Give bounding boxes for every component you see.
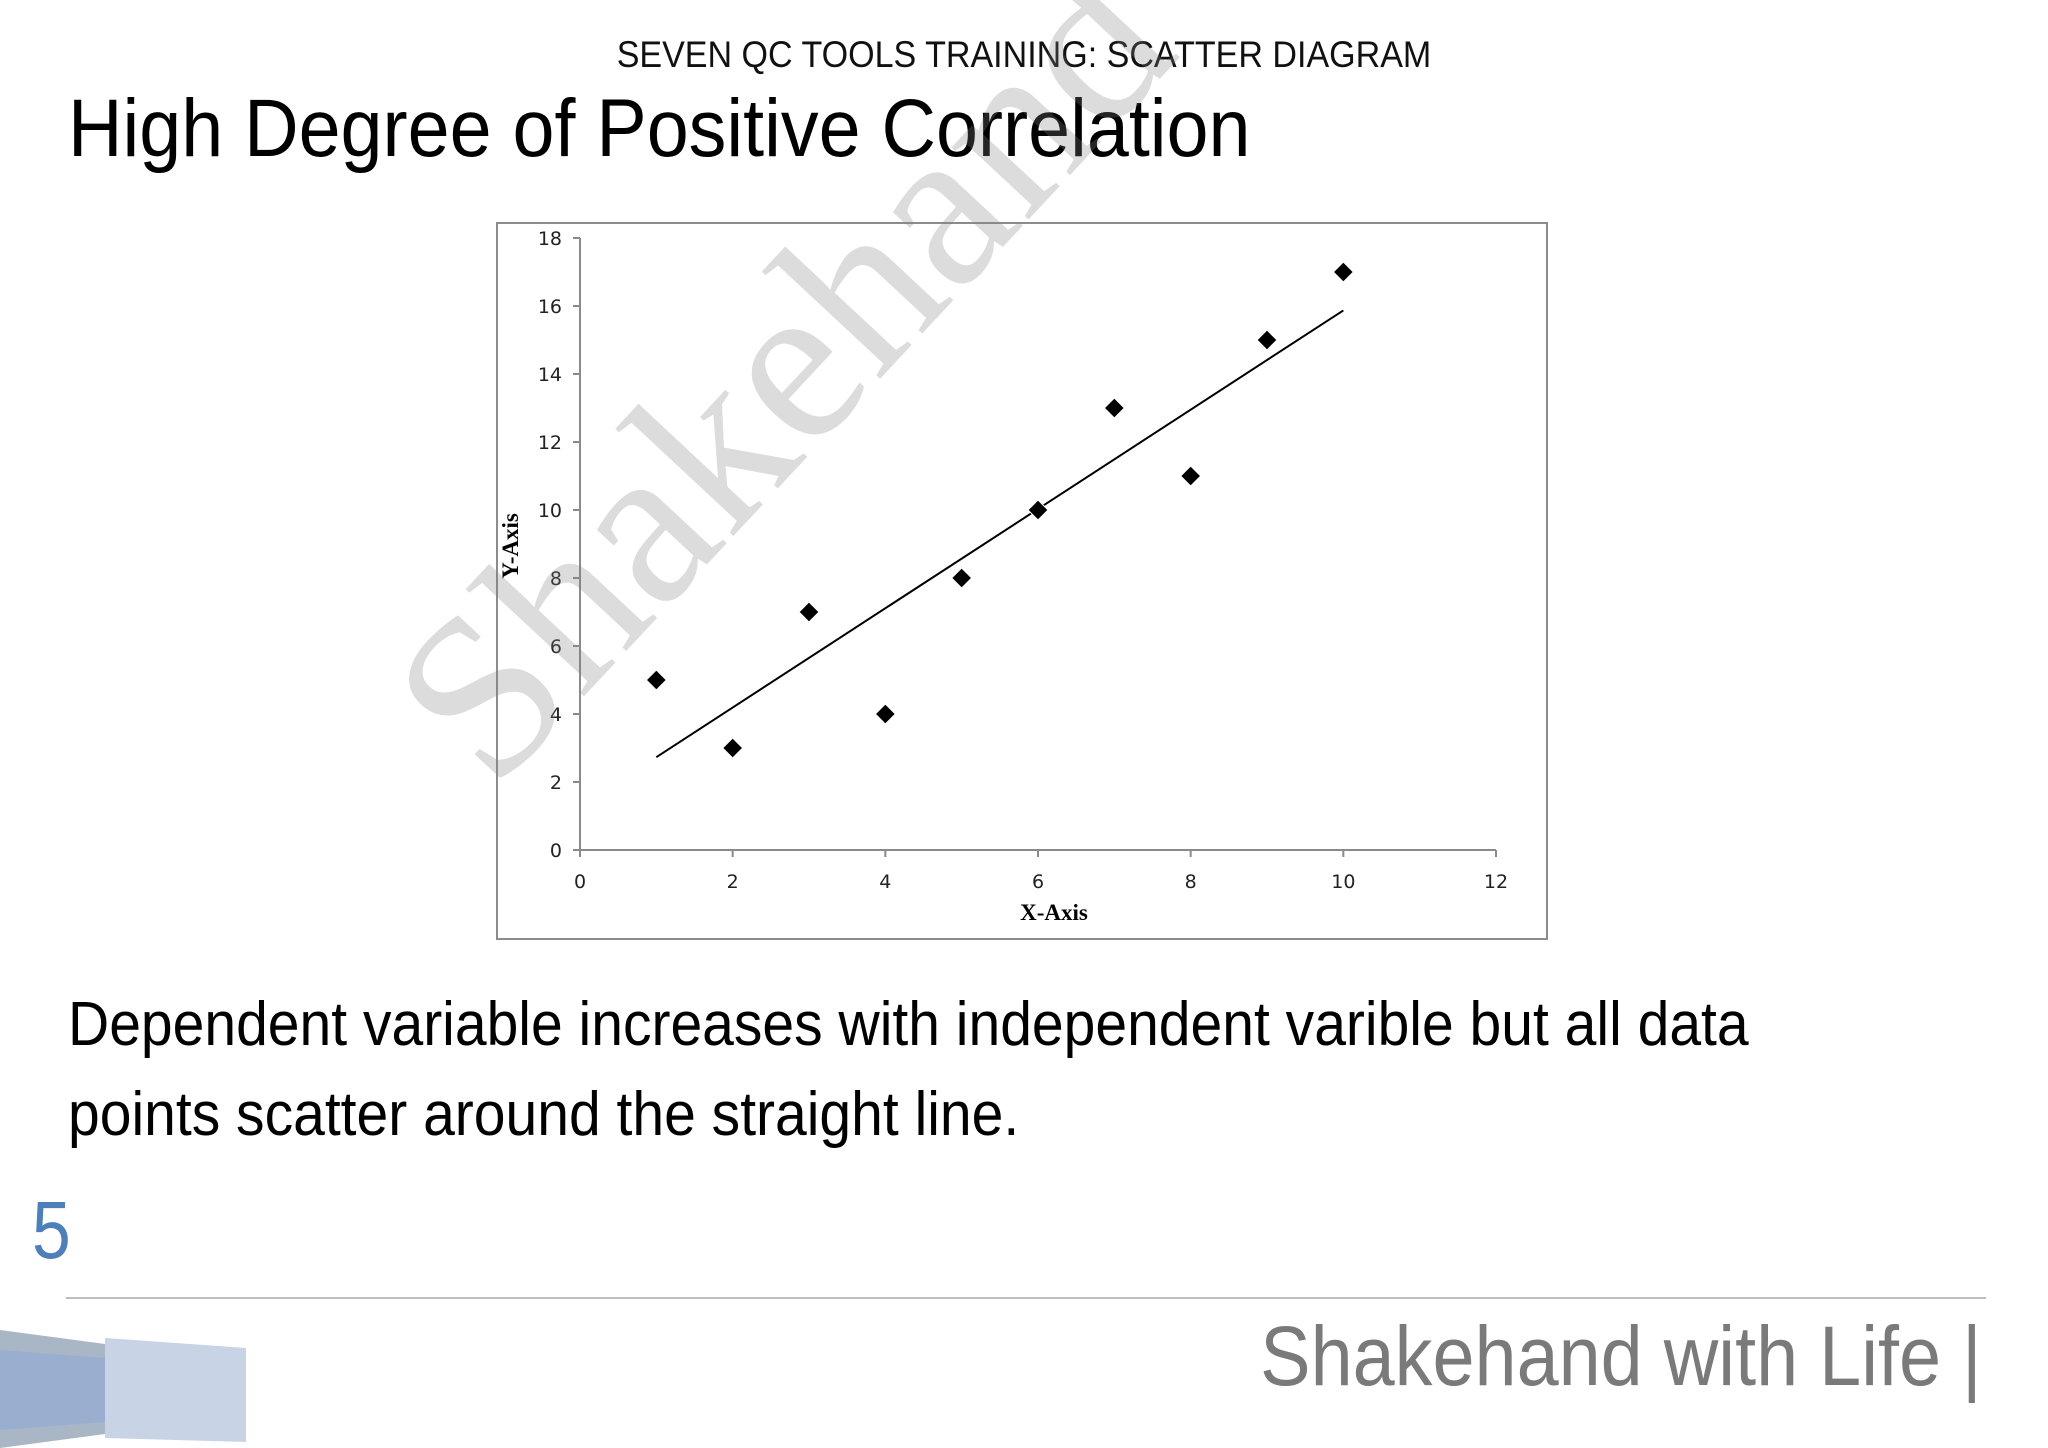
slide-header: SEVEN QC TOOLS TRAINING: SCATTER DIAGRAM: [616, 34, 1432, 75]
data-point: [721, 737, 744, 759]
y-tick-label: 18: [538, 228, 562, 250]
y-tick-label: 8: [550, 568, 562, 590]
x-axis-label: X-Axis: [1020, 900, 1088, 925]
y-tick-label: 12: [538, 432, 562, 454]
data-point: [1027, 499, 1049, 521]
x-tick-label: 0: [574, 871, 586, 893]
data-point: [950, 567, 973, 589]
y-tick-label: 2: [550, 772, 562, 794]
x-tick-label: 4: [879, 871, 891, 893]
slide-title: High Degree of Positive Correlation: [68, 83, 1251, 174]
x-tick-label: 8: [1185, 871, 1197, 893]
y-tick-label: 16: [538, 296, 562, 318]
x-tick-label: 6: [1032, 871, 1044, 893]
trendline: [655, 309, 1344, 759]
x-tick-label: 10: [1331, 871, 1355, 893]
y-tick-label: 4: [550, 704, 562, 726]
y-tick-label: 10: [538, 500, 562, 522]
data-point: [1103, 397, 1126, 419]
footer-brand: Shakehand with Life |: [1260, 1309, 1982, 1403]
data-point: [1332, 261, 1355, 283]
data-point: [874, 703, 897, 725]
scatter-chart: 0 2 4 6 8 10 12 14 16 18 0 2 4 6 8 10 12 X-Axis Y-Axis: [496, 222, 1548, 940]
data-point: [1179, 465, 1202, 487]
footer-decoration-graphic: [0, 1330, 246, 1448]
footer-divider: [66, 1297, 1986, 1299]
data-point: [1256, 329, 1278, 351]
description-text: Dependent variable increases with indepe…: [68, 990, 1749, 1149]
chart-axes: 0 2 4 6 8 10 12 14 16 18 0 2 4 6 8 10 12: [538, 228, 1508, 893]
x-tick-label: 12: [1484, 871, 1508, 893]
page-number: 5: [32, 1185, 71, 1276]
trendline-group: [655, 309, 1344, 759]
y-tick-label: 0: [550, 840, 562, 862]
chart-svg: 0 2 4 6 8 10 12 14 16 18 0 2 4 6 8 10 12 X-Axis Y-Axis: [498, 228, 1508, 925]
data-point: [798, 601, 820, 623]
data-point: [645, 669, 668, 691]
x-tick-label: 2: [727, 871, 739, 893]
y-axis-label: Y-Axis: [498, 513, 523, 579]
data-points: [645, 261, 1355, 759]
y-tick-label: 6: [550, 636, 562, 658]
y-tick-label: 14: [538, 364, 562, 386]
